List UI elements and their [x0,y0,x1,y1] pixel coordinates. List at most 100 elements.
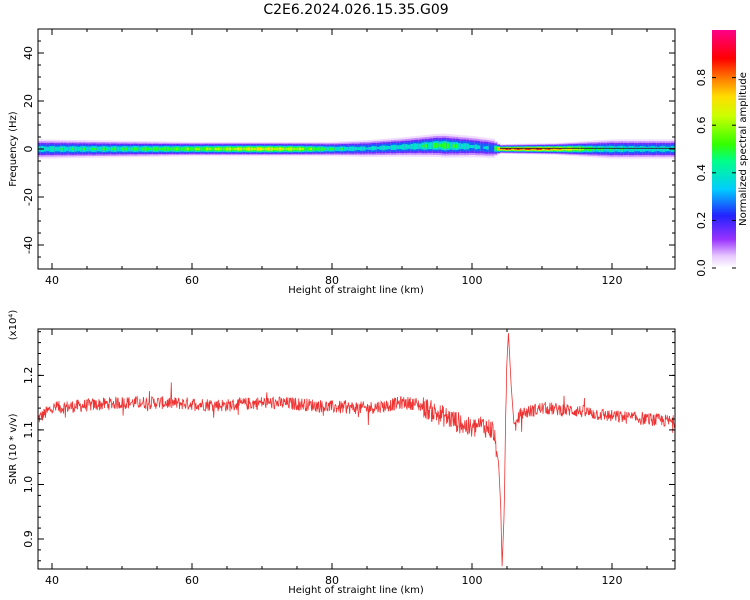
spectrogram-cell [46,146,50,152]
spectrogram-cell [217,147,221,151]
spectrogram-cell [572,147,577,151]
spectrogram-cell [351,146,355,152]
spectrogram-cell [108,146,112,152]
spectrogram-cell [488,144,493,152]
spectrogram-cell [329,147,333,151]
spectrogram-cell [43,146,47,152]
spectrogram-cell [298,147,302,151]
spectrogram-cell [96,146,101,152]
snr-y-multiplier: (x10⁴) [8,310,19,341]
spectrogram-cell [166,147,171,151]
spectrogram-x-tick-label: 40 [45,274,59,287]
spectrogram-cell [390,145,395,150]
spectrogram-ticks: 40 60 80 100 120 -40 -20 0 20 40 [22,28,675,287]
spectrogram-cell [575,147,579,151]
spectrogram-cell [281,147,285,151]
snr-x-tick-label: 40 [45,574,59,587]
spectrogram-cell [88,146,92,152]
spectrogram-cell [525,148,529,150]
spectrogram-cell [522,148,526,150]
spectrogram-cell [589,146,593,152]
spectrogram-cell [553,148,557,150]
spectrogram-cell [402,144,406,150]
spectrogram-cell [558,148,563,150]
spectrogram-cell [320,147,325,151]
spectrogram-cell [214,147,218,151]
spectrogram-cell [388,146,392,150]
spectrogram-cell [612,148,616,150]
spectrogram-cell [416,143,420,150]
spectrogram-cell [63,146,67,152]
spectrogram-cell [626,146,630,152]
spectrogram-cell [460,143,465,149]
spectrogram-x-axis-label: Height of straight line (km) [288,285,424,296]
spectrogram-cell [354,146,358,151]
spectrogram-cell [203,147,207,151]
spectrogram-cell [194,148,199,150]
spectrogram-cell [645,146,649,152]
spectrogram-y-axis-label: Frequency (Hz) [8,111,19,187]
spectrogram-cell [614,146,619,152]
spectrogram-cell [603,146,607,152]
spectrogram-cell [49,146,53,152]
spectrogram-cell [337,146,341,152]
spectrogram-cell [161,147,165,151]
spectrogram-cell [102,147,106,151]
spectrogram-cell [511,148,515,150]
spectrogram-cell [600,147,605,151]
spectrogram-cell [533,148,537,150]
spectrogram-cell [556,148,560,150]
spectrogram-cell [138,146,143,152]
spectrogram-cell [74,146,78,152]
spectrogram-cell [234,147,238,151]
snr-x-tick-label: 60 [185,574,199,587]
spectrogram-cell [262,147,266,151]
spectrogram-cell [360,146,364,151]
spectrogram-cell [371,146,375,151]
colorbar-label: Normalized spectral amplitude [738,72,749,226]
snr-y-tick-label: 1.0 [22,476,35,494]
spectrogram-cell [71,147,75,151]
spectrogram-cell [175,148,179,150]
spectrogram-cell [581,148,585,150]
spectrogram-cell [248,148,252,150]
spectrogram-x-tick-label: 120 [602,274,623,287]
spectrogram-cell [144,147,148,151]
spectrogram-cell [119,146,123,152]
spectrogram-cell [550,148,554,150]
spectrogram-cell [290,147,294,151]
spectrogram-cell [547,148,551,150]
spectrogram-cell [172,147,176,151]
spectrogram-cell [564,148,568,150]
spectrogram-cell [211,147,215,151]
spectrogram-cell [491,144,495,152]
spectrogram-cell [544,148,549,150]
spectrogram-cell [469,145,473,149]
spectrogram-x-tick-label: 100 [462,274,483,287]
spectrogram-cell [617,146,621,152]
spectrogram-cell [374,146,378,151]
spectrogram-cell [236,148,241,150]
spectrogram-cell [141,147,145,151]
spectrogram-cell [301,147,305,151]
snr-ticks: 40 60 80 100 120 0.9 1.0 1.1 1.2 [22,329,675,587]
spectrogram-cell [150,148,154,150]
spectrogram-cell [116,146,120,152]
spectrogram-cell [474,144,479,150]
spectrogram-cell [413,143,417,150]
spectrogram-cell [334,146,339,151]
spectrogram-cell [407,144,411,149]
spectrogram-cell [494,146,498,151]
spectrogram-cell [155,147,159,151]
spectrogram-cell [648,146,652,152]
spectrogram-cell [368,147,372,150]
spectrogram-cell [455,144,459,148]
spectrogram-cell [642,146,647,152]
spectrogram-cell [239,147,243,151]
spectrogram-cell [584,147,588,151]
spectrogram-cell [567,147,571,151]
colorbar-gradient [712,30,736,268]
spectrogram-cell [122,147,126,151]
spectrogram-cell [446,143,451,148]
